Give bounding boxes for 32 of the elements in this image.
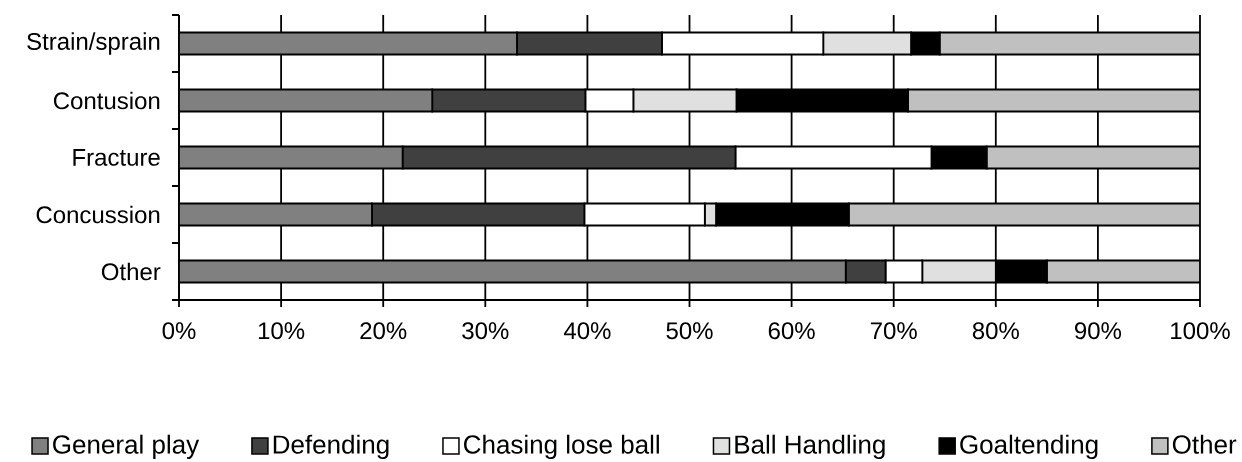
x-tick-label: 90% — [1075, 322, 1122, 340]
bar — [179, 31, 518, 56]
x-tick-label: 50% — [666, 322, 713, 340]
bar — [179, 259, 847, 284]
x-tick-label: 20% — [360, 322, 407, 340]
x-tick-label: 10% — [258, 322, 305, 340]
x-tick-label: 60% — [768, 322, 815, 340]
bar — [907, 88, 1200, 113]
x-tick-label: 30% — [462, 322, 509, 340]
y-tick-label: Strain/sprain — [27, 32, 160, 55]
bar — [985, 145, 1200, 170]
x-tick-label: 80% — [972, 322, 1019, 340]
legend-label: Goaltending — [960, 434, 1098, 459]
bar — [179, 145, 404, 170]
x-tick-label: 0% — [162, 322, 196, 340]
legend-label: Defending — [273, 434, 389, 459]
x-tick-label: 100% — [1171, 322, 1230, 340]
legend-label: Chasing lose ball — [464, 434, 659, 459]
bar — [1045, 259, 1200, 284]
y-tick-label: Fracture — [73, 149, 160, 166]
bar — [179, 202, 373, 227]
bar — [847, 202, 1200, 227]
legend-label: Ball Handling — [735, 434, 885, 459]
x-tick-label: 70% — [870, 322, 917, 340]
legend-label: Other — [1172, 434, 1237, 454]
bar — [938, 31, 1200, 56]
x-tick-label: 40% — [563, 322, 611, 340]
y-tick-label: Other — [101, 262, 161, 281]
legend-label: General play — [53, 434, 200, 459]
y-tick-label: Concussion — [36, 205, 160, 224]
bar — [179, 88, 434, 113]
y-tick-label: Contusion — [53, 91, 160, 110]
